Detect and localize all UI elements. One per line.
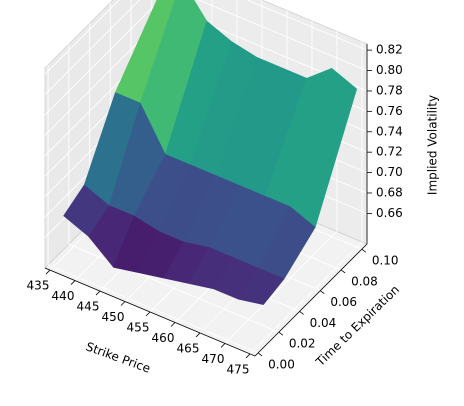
z-grid-line xyxy=(44,2,158,116)
x-tick-label: 460 xyxy=(152,331,175,345)
y-tick-label: 0.10 xyxy=(372,254,399,268)
surface-patch xyxy=(238,268,285,305)
x-tick xyxy=(245,353,251,359)
z-tick-label: 0.68 xyxy=(376,185,403,199)
x-tick-label: 445 xyxy=(77,300,100,314)
y-tick-label: 0.08 xyxy=(351,274,378,288)
x-axis-label: Strike Price xyxy=(84,339,152,375)
x-tick xyxy=(45,269,51,275)
y-tick xyxy=(361,248,367,253)
x-tick xyxy=(220,343,226,348)
x-tick xyxy=(95,290,101,296)
x-grid-line xyxy=(224,231,338,344)
x-tick-label: 455 xyxy=(127,321,150,335)
x-tick-label: 475 xyxy=(227,362,250,376)
y-grid-line xyxy=(68,243,280,333)
y-tick-label: 0.06 xyxy=(330,295,357,309)
x-tick-label: 440 xyxy=(52,289,75,303)
z-grid-line xyxy=(44,0,141,95)
y-tick xyxy=(278,331,284,336)
y-tick xyxy=(257,352,263,357)
x-tick xyxy=(70,280,76,285)
x-tick xyxy=(120,301,126,306)
z-tick-label: 0.66 xyxy=(376,206,403,220)
x-tick-label: 470 xyxy=(202,352,225,366)
x-tick xyxy=(195,332,201,338)
y-tick xyxy=(299,311,304,315)
z-tick-label: 0.70 xyxy=(376,165,403,179)
y-tick-label: 0.02 xyxy=(289,337,316,351)
y-grid-line xyxy=(47,264,259,354)
axis-line xyxy=(254,243,368,357)
x-grid-line xyxy=(249,241,363,355)
x-tick xyxy=(145,311,151,317)
z-tick-label: 0.80 xyxy=(376,63,403,77)
z-grid-line xyxy=(246,0,368,51)
y-tick xyxy=(320,290,325,294)
x-tick-label: 465 xyxy=(177,341,200,355)
z-tick-label: 0.78 xyxy=(376,83,403,97)
y-tick-label: 0.00 xyxy=(268,357,295,371)
z-tick-label: 0.74 xyxy=(376,124,403,138)
x-tick-label: 450 xyxy=(102,310,125,324)
z-grid-line xyxy=(44,0,120,75)
z-grid-line xyxy=(197,0,368,71)
x-tick-label: 435 xyxy=(27,279,50,293)
y-tick xyxy=(340,269,346,274)
z-axis-label: Implied Volatility xyxy=(426,95,440,195)
z-tick-label: 0.72 xyxy=(376,145,403,159)
z-tick-label: 0.82 xyxy=(376,43,403,57)
z-tick-label: 0.76 xyxy=(376,104,403,118)
x-tick xyxy=(170,322,176,327)
axis-line xyxy=(44,267,256,357)
y-tick-label: 0.04 xyxy=(310,316,337,330)
